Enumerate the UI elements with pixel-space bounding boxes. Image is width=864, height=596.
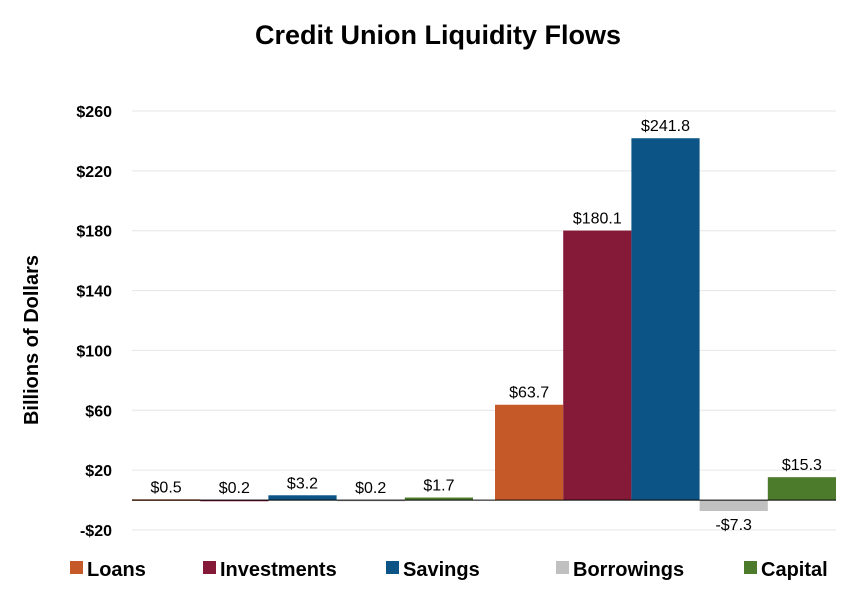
y-tick-label: $260 <box>76 104 112 121</box>
bar <box>495 404 564 501</box>
y-tick-label: $220 <box>76 164 112 181</box>
y-tick-label: $180 <box>76 224 112 241</box>
data-label: -$7.3 <box>715 517 752 534</box>
legend-swatch <box>70 561 83 574</box>
y-tick-label: $100 <box>76 343 112 360</box>
bar <box>563 230 632 501</box>
legend-label: Capital <box>761 559 828 581</box>
legend: Loans Investments Savings Borrowings Capital <box>70 559 828 581</box>
bar <box>767 477 836 501</box>
legend-label: Loans <box>87 559 146 581</box>
data-labels: $0.5 $0.2 $3.2 $0.2 $1.7 $63.7 $180.1 $241.8 -$7… <box>151 118 822 534</box>
data-label: $180.1 <box>573 211 622 228</box>
data-label: $241.8 <box>641 118 690 135</box>
data-label: $0.2 <box>355 480 386 497</box>
chart-title: Credit Union Liquidity Flows <box>255 20 621 50</box>
legend-label: Savings <box>403 559 480 581</box>
bar <box>631 138 700 501</box>
y-tick-label: -$20 <box>80 523 112 540</box>
y-tick-label: $20 <box>85 463 112 480</box>
data-label: $1.7 <box>423 478 454 495</box>
bars <box>132 138 836 511</box>
legend-swatch <box>386 561 399 574</box>
legend-swatch <box>744 561 757 574</box>
data-label: $15.3 <box>782 457 822 474</box>
y-axis-label: Billions of Dollars <box>21 255 43 425</box>
data-label: $0.5 <box>151 479 182 496</box>
bar <box>268 495 337 501</box>
bar <box>404 497 473 501</box>
y-tick-label: $60 <box>85 403 112 420</box>
y-tick-label: $140 <box>76 284 112 301</box>
legend-label: Investments <box>220 559 337 581</box>
gridlines <box>132 110 836 531</box>
data-label: $63.7 <box>509 385 549 402</box>
data-label: $3.2 <box>287 475 318 492</box>
legend-label: Borrowings <box>573 559 684 581</box>
y-axis-ticks: -$20 $20 $60 $100 $140 $180 $220 $260 <box>76 104 112 540</box>
legend-swatch <box>203 561 216 574</box>
bar <box>699 500 768 511</box>
legend-swatch <box>556 561 569 574</box>
data-label: $0.2 <box>219 480 250 497</box>
